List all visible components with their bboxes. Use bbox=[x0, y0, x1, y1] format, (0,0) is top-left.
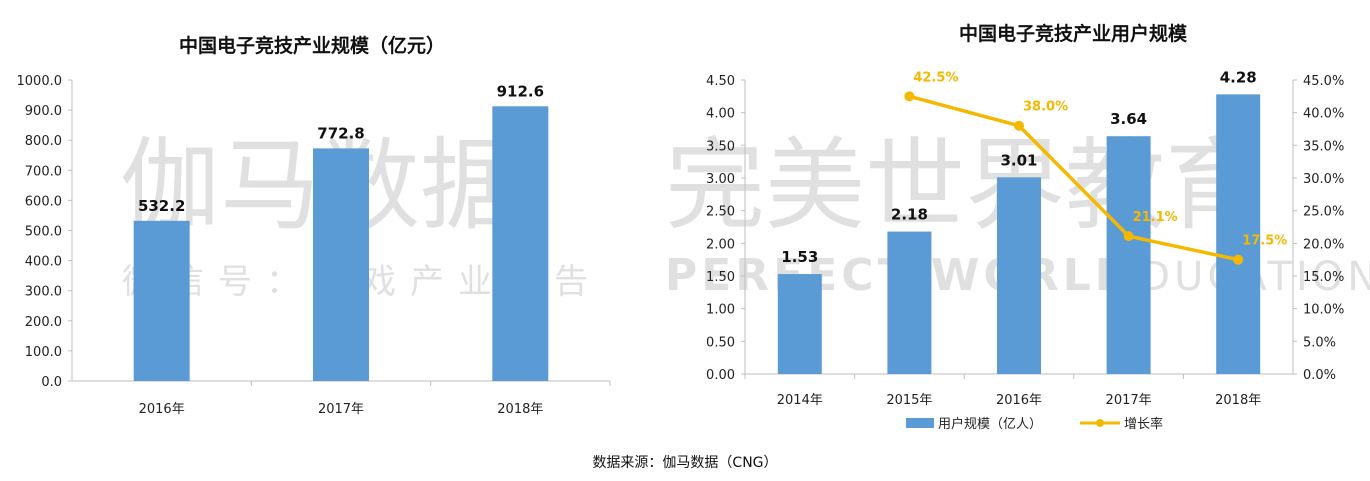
bar-value-label: 3.64 bbox=[1110, 110, 1147, 128]
y-tick-label: 300.0 bbox=[25, 285, 62, 300]
y-left-tick-label: 0.50 bbox=[706, 335, 735, 350]
legend: 用户规模（亿人） 增长率 bbox=[906, 416, 1163, 432]
y-tick-label: 0.0 bbox=[41, 375, 62, 390]
bar bbox=[1216, 94, 1261, 374]
bar bbox=[492, 106, 549, 381]
chart-title: 中国电子竞技产业规模（亿元） bbox=[179, 34, 445, 57]
x-tick-label: 2014年 bbox=[777, 393, 823, 408]
growth-value-label: 38.0% bbox=[1023, 100, 1068, 115]
y-right-tick-label: 45.0% bbox=[1303, 74, 1344, 89]
y-left-tick-label: 2.50 bbox=[706, 205, 735, 220]
y-left-tick-label: 3.00 bbox=[706, 172, 735, 187]
bar-value-label: 3.01 bbox=[1000, 151, 1037, 169]
x-tick-label: 2015年 bbox=[886, 393, 932, 408]
bar-value-label: 532.2 bbox=[138, 197, 185, 215]
x-tick-label: 2016年 bbox=[996, 393, 1042, 408]
bar bbox=[777, 274, 822, 374]
legend-swatch-marker bbox=[1096, 419, 1104, 427]
y-tick-label: 100.0 bbox=[25, 345, 62, 360]
chart-industry-scale: 中国电子竞技产业规模（亿元） 0.0 100.0 200.0 300.0 400.0 50… bbox=[17, 34, 611, 417]
watermark-right-big: 完美世界教育 bbox=[665, 127, 1265, 244]
bars bbox=[133, 106, 549, 381]
y-tick-label: 1000.0 bbox=[17, 74, 63, 89]
x-tick-label: 2017年 bbox=[1106, 393, 1152, 408]
bar-value-label: 4.28 bbox=[1220, 68, 1257, 86]
y-left-tick-label: 2.00 bbox=[706, 237, 735, 252]
y-tick-label: 800.0 bbox=[25, 134, 62, 149]
axes: 0.00 0.50 1.00 1.50 2.00 2.50 3.00 3.50 4.00 4.50… bbox=[706, 74, 1344, 408]
y-tick-label: 200.0 bbox=[25, 315, 62, 330]
y-left-tick-label: 1.50 bbox=[706, 270, 735, 285]
y-right-tick-label: 20.0% bbox=[1303, 237, 1344, 252]
y-right-tick-label: 10.0% bbox=[1303, 303, 1344, 318]
y-left-tick-label: 3.50 bbox=[706, 139, 735, 154]
y-left-tick-label: 0.00 bbox=[706, 368, 735, 383]
y-tick-label: 700.0 bbox=[25, 164, 62, 179]
growth-line bbox=[904, 91, 1244, 265]
growth-value-label: 21.1% bbox=[1133, 210, 1178, 225]
bar-value-label: 772.8 bbox=[317, 124, 364, 142]
bar-value-label: 2.18 bbox=[891, 206, 928, 224]
bar-value-label: 912.6 bbox=[497, 82, 544, 100]
x-tick-label: 2016年 bbox=[139, 402, 185, 417]
chart-title: 中国电子竞技产业用户规模 bbox=[959, 22, 1188, 45]
growth-point bbox=[904, 91, 915, 102]
growth-point bbox=[1014, 120, 1024, 131]
x-tick-label: 2018年 bbox=[1215, 393, 1261, 408]
growth-value-label: 17.5% bbox=[1242, 234, 1287, 249]
bar-value-label: 1.53 bbox=[781, 248, 818, 266]
y-tick-label: 400.0 bbox=[25, 255, 62, 270]
y-right-tick-label: 15.0% bbox=[1303, 270, 1344, 285]
legend-label-growth: 增长率 bbox=[1124, 416, 1163, 432]
growth-point bbox=[1123, 231, 1134, 242]
y-right-tick-label: 30.0% bbox=[1303, 172, 1344, 187]
y-tick-label: 900.0 bbox=[25, 104, 62, 119]
growth-point bbox=[1233, 254, 1244, 265]
y-tick-label: 500.0 bbox=[25, 225, 62, 240]
chart-user-scale: 中国电子竞技产业用户规模 0.00 0.50 1.00 1.50 2.00 2.50 3.0… bbox=[706, 22, 1344, 432]
y-right-tick-label: 25.0% bbox=[1303, 205, 1344, 220]
y-right-tick-label: 40.0% bbox=[1303, 107, 1344, 122]
y-right-tick-label: 35.0% bbox=[1303, 139, 1344, 154]
growth-value-label: 42.5% bbox=[913, 70, 958, 85]
legend-swatch-bar bbox=[906, 418, 934, 428]
growth-line-path bbox=[908, 94, 1239, 262]
bar bbox=[887, 231, 932, 374]
y-left-tick-label: 4.00 bbox=[706, 107, 735, 122]
data-source: 数据来源：伽马数据（CNG） bbox=[592, 455, 777, 471]
y-left-tick-label: 4.50 bbox=[706, 74, 735, 89]
y-tick-label: 600.0 bbox=[25, 194, 62, 209]
y-right-tick-label: 5.0% bbox=[1303, 335, 1336, 350]
y-right-tick-label: 0.0% bbox=[1303, 368, 1336, 383]
bar bbox=[133, 220, 190, 381]
bar bbox=[313, 148, 369, 381]
y-left-tick-label: 1.00 bbox=[706, 303, 735, 318]
bars bbox=[777, 94, 1261, 374]
data-labels: 1.53 2.18 3.01 3.64 4.28 42.5% 38.0% 21.1% 17.5% bbox=[781, 68, 1287, 266]
data-labels: 532.2 772.8 912.6 bbox=[138, 82, 544, 215]
bar bbox=[1106, 136, 1151, 374]
bar bbox=[997, 177, 1041, 374]
x-tick-label: 2018年 bbox=[497, 402, 543, 417]
x-tick-label: 2017年 bbox=[318, 402, 364, 417]
legend-label-users: 用户规模（亿人） bbox=[938, 416, 1042, 432]
